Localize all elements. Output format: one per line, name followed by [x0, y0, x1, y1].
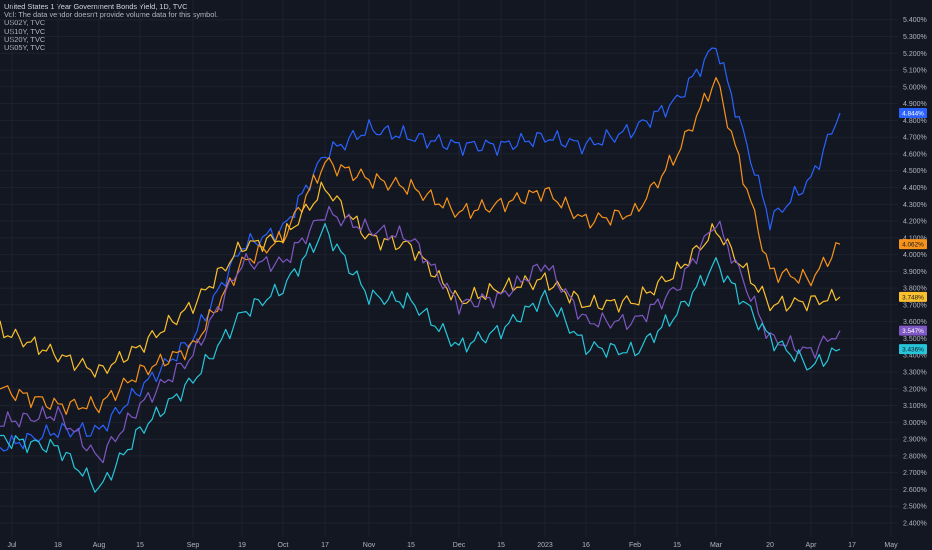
series-line-3[interactable] [0, 205, 841, 464]
x-tick-label: 15 [673, 542, 681, 549]
price-tag-label: 4.844% [902, 111, 924, 118]
price-axis[interactable]: 5.400% 5.300% 5.200% 5.100% 5.000% 4.900% 4.80… [898, 0, 932, 550]
y-tick-label: 5.400% [903, 17, 927, 24]
y-tick-label: 2.800% [903, 453, 927, 460]
y-tick-label: 4.100% [903, 235, 927, 242]
series-line-0[interactable] [0, 47, 841, 452]
y-tick-label: 2.400% [903, 520, 927, 527]
chart-legend: United States 1 Year Government Bonds Yi… [4, 2, 219, 53]
y-tick-label: 4.500% [903, 168, 927, 175]
chart-grid [0, 0, 898, 537]
x-tick-label: Feb [629, 542, 641, 549]
price-tag-bg [899, 239, 927, 250]
legend-vol-note: Vol: The data vendor doesn't provide vol… [4, 10, 219, 20]
x-tick-label: 2023 [537, 542, 553, 549]
price-tag-label: 3.436% [902, 347, 924, 354]
price-tag-label: 3.748% [902, 294, 924, 301]
y-tick-label: 4.900% [903, 101, 927, 108]
y-tick-label: 4.000% [903, 252, 927, 259]
price-tag-bg [899, 291, 927, 302]
y-tick-label: 2.600% [903, 487, 927, 494]
x-tick-label: 17 [321, 542, 329, 549]
price-tag-bg [899, 325, 927, 336]
y-tick-label: 3.400% [903, 353, 927, 360]
y-tick-label: 4.800% [903, 118, 927, 125]
y-tick-label: 5.300% [903, 34, 927, 41]
y-tick-label: 3.900% [903, 269, 927, 276]
legend-symbol-us10y[interactable]: US10Y, TVC [4, 26, 46, 36]
x-tick-label: 20 [766, 542, 774, 549]
x-tick-label: Aug [93, 542, 106, 549]
y-tick-label: 4.700% [903, 135, 927, 142]
x-tick-label: Apr [806, 542, 818, 549]
x-tick-label: 16 [582, 542, 590, 549]
x-tick-label: May [884, 542, 898, 549]
series-line-4[interactable] [0, 223, 841, 493]
y-tick-label: 4.400% [903, 185, 927, 192]
y-tick-label: 2.700% [903, 470, 927, 477]
y-tick-label: 4.200% [903, 219, 927, 226]
y-tick-label: 5.200% [903, 51, 927, 58]
y-tick-label: 4.600% [903, 151, 927, 158]
y-tick-label: 5.000% [903, 84, 927, 91]
y-tick-label: 4.300% [903, 202, 927, 209]
x-tick-label: 15 [136, 542, 144, 549]
y-tick-label: 3.800% [903, 286, 927, 293]
legend-title: United States 1 Year Government Bonds Yi… [4, 2, 188, 11]
x-tick-label: 15 [407, 542, 415, 549]
series-layer [0, 47, 841, 493]
time-axis[interactable]: Jul 18 Aug 15 Sep 19 Oct 17 Nov 15 Dec 15 2023 16 Feb 1… [8, 542, 899, 549]
y-tick-label: 3.100% [903, 403, 927, 410]
x-tick-label: Dec [453, 542, 466, 549]
price-tags: 4.844% 4.062% 3.748% 3.547% 3.436% [899, 108, 927, 355]
x-tick-label: 19 [238, 542, 246, 549]
x-tick-label: 15 [497, 542, 505, 549]
y-tick-label: 3.000% [903, 420, 927, 427]
y-tick-label: 3.600% [903, 319, 927, 326]
x-tick-label: 17 [848, 542, 856, 549]
y-tick-label: 3.700% [903, 302, 927, 309]
x-tick-label: Jul [8, 542, 17, 549]
y-tick-label: 2.900% [903, 437, 927, 444]
y-tick-label: 2.500% [903, 504, 927, 511]
legend-symbol-us20y[interactable]: US20Y, TVC [4, 34, 46, 44]
x-tick-label: Oct [278, 542, 289, 549]
price-tag-bg [899, 344, 927, 355]
price-tag-label: 4.062% [902, 242, 924, 249]
price-tag-label: 3.547% [902, 328, 924, 335]
series-line-1[interactable] [0, 77, 841, 415]
x-tick-label: 18 [54, 542, 62, 549]
x-tick-label: Sep [187, 542, 200, 549]
y-tick-label: 3.200% [903, 386, 927, 393]
y-tick-label: 5.100% [903, 68, 927, 75]
y-tick-label: 3.500% [903, 336, 927, 343]
price-axis-bg [898, 0, 932, 550]
series-line-2[interactable] [0, 181, 841, 378]
price-tag-bg [899, 108, 927, 119]
x-tick-label: Mar [710, 542, 723, 549]
legend-symbol-us02y[interactable]: US02Y, TVC [4, 18, 46, 28]
x-tick-label: Nov [363, 542, 376, 549]
y-tick-label: 3.300% [903, 370, 927, 377]
legend-symbol-us05y[interactable]: US05Y, TVC [4, 43, 46, 53]
